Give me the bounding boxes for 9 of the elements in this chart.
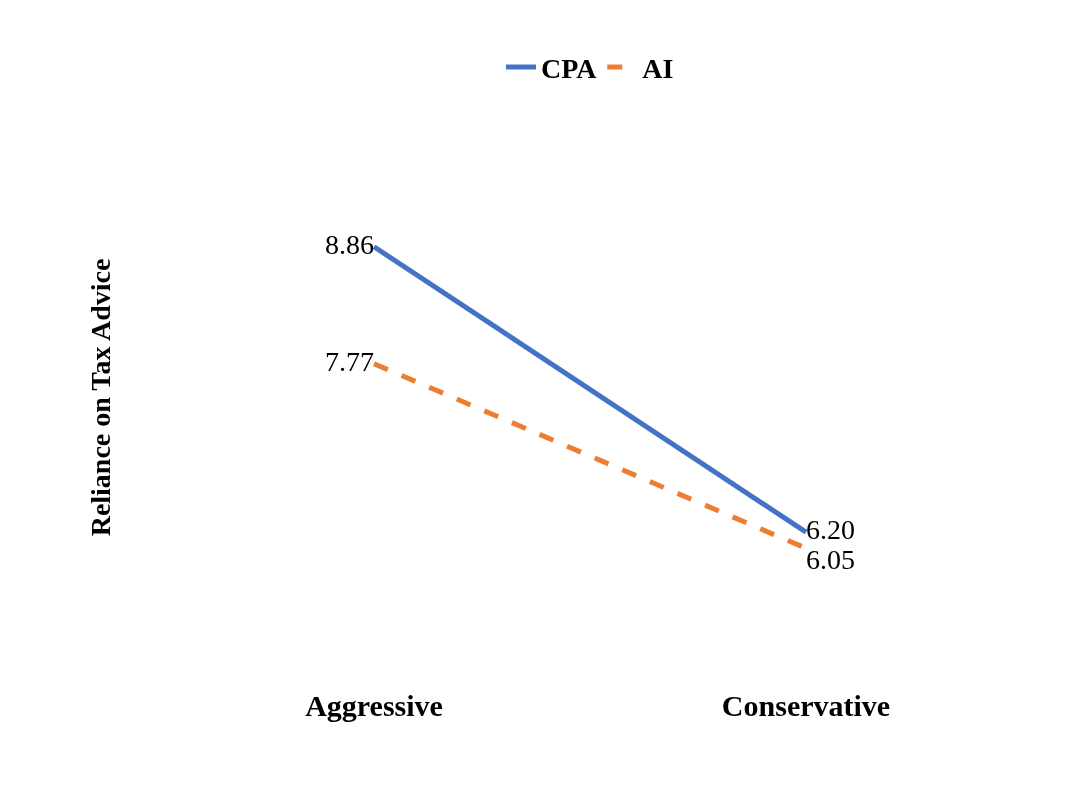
legend-label: AI <box>642 53 674 85</box>
data-label: 7.77 <box>325 345 374 377</box>
legend-label: CPA <box>541 53 598 85</box>
y-axis-title: Reliance on Tax Advice <box>84 258 116 537</box>
x-tick-label: Conservative <box>721 689 891 722</box>
data-label: 6.20 <box>806 514 855 546</box>
data-label: 6.05 <box>806 544 855 576</box>
x-tick-label: Aggressive <box>305 689 443 722</box>
data-label: 8.86 <box>325 228 374 260</box>
